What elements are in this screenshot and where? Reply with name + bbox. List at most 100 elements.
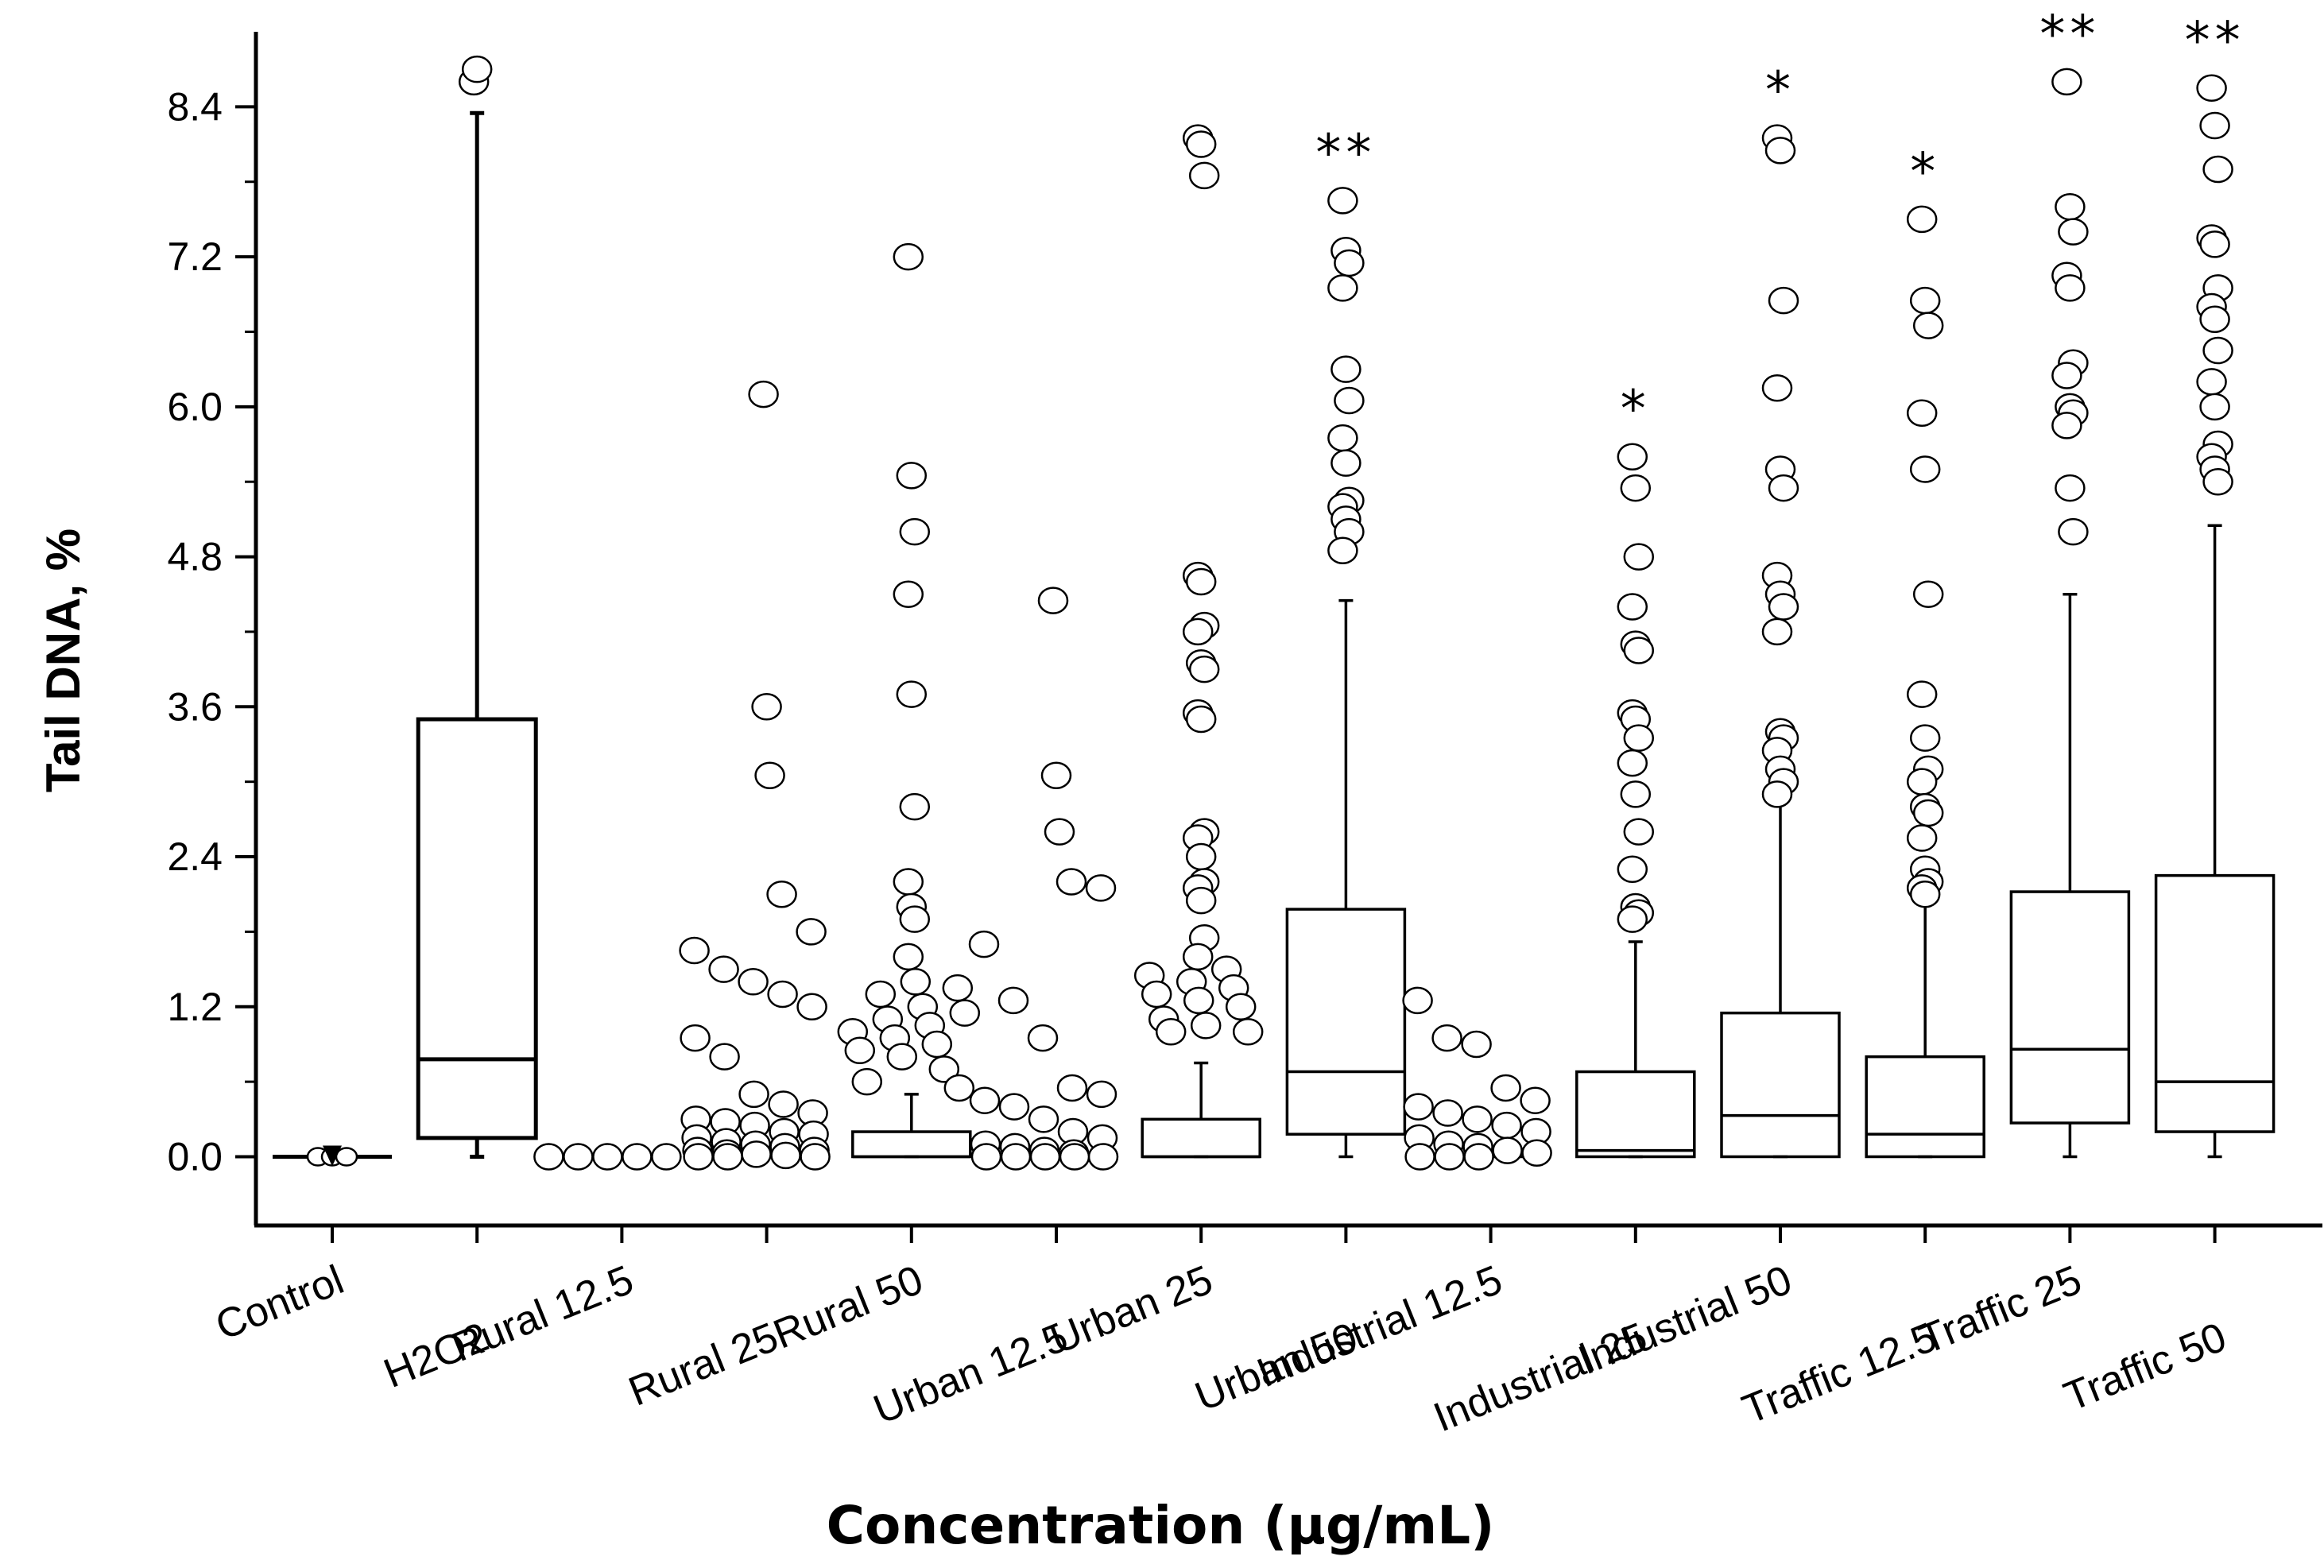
significance-marker: ** — [2185, 12, 2245, 71]
significance-marker: ** — [1315, 124, 1376, 183]
outlier-point — [796, 993, 827, 1021]
y-tick-label: 3.6 — [167, 684, 223, 729]
outlier-point — [1491, 1111, 1522, 1140]
box-iqr-rect — [1575, 1070, 1696, 1159]
outlier-point — [1086, 1080, 1117, 1109]
outlier-point — [1906, 680, 1938, 708]
outlier-point — [1044, 818, 1075, 846]
outlier-point — [2199, 111, 2230, 140]
outlier-point — [709, 1043, 740, 1070]
outlier-point — [2199, 393, 2230, 421]
outlier-point — [592, 1143, 623, 1171]
outlier-point — [2202, 467, 2233, 496]
outlier-point — [1028, 1105, 1059, 1133]
outlier-point — [1623, 543, 1655, 571]
box-iqr-rect — [1865, 1055, 1985, 1159]
outlier-point — [1906, 205, 1938, 234]
x-category-label: Traffic 12.5 — [1736, 1314, 1942, 1433]
box-iqr-rect — [2154, 873, 2276, 1133]
x-category-label: Urban 12.5 — [867, 1314, 1074, 1433]
outlier-point — [712, 1143, 743, 1171]
significance-marker: * — [1910, 143, 1940, 202]
outlier-point — [2051, 362, 2082, 389]
outlier-point — [893, 868, 924, 896]
outlier-point — [754, 761, 785, 790]
outlier-point — [1327, 274, 1358, 302]
outlier-point — [1912, 312, 1944, 339]
outlier-point — [651, 1143, 682, 1171]
outlier-point — [1617, 905, 1648, 933]
outlier-point — [1462, 1105, 1493, 1133]
outlier-point — [1520, 1086, 1551, 1114]
control-marker — [323, 1145, 342, 1167]
outlier-point — [2196, 74, 2227, 103]
outlier-point — [2202, 155, 2233, 184]
outlier-point — [949, 999, 981, 1027]
outlier-point — [865, 980, 897, 1009]
outlier-point — [1431, 1024, 1462, 1052]
outlier-point — [1027, 1024, 1059, 1052]
outlier-point — [1225, 993, 1257, 1021]
outlier-point — [851, 1067, 883, 1096]
outlier-point — [1909, 286, 1941, 315]
outlier-point — [1000, 1143, 1032, 1171]
outlier-point — [1029, 1143, 1061, 1171]
outlier-point — [1768, 286, 1799, 315]
outlier-point — [1056, 1074, 1088, 1102]
outlier-point — [1182, 943, 1214, 971]
outlier-point — [1330, 355, 1361, 383]
outlier-point — [768, 1090, 799, 1118]
outlier-point — [970, 1143, 1002, 1171]
outlier-point — [1909, 724, 1941, 752]
outlier-point — [1190, 1012, 1222, 1040]
outlier-point — [738, 1080, 769, 1109]
outlier-point — [1141, 980, 1172, 1009]
outlier-point — [1620, 780, 1652, 808]
outlier-point — [1055, 868, 1087, 896]
outlier-point — [1040, 761, 1072, 790]
outlier-point — [2202, 336, 2233, 365]
outlier-point — [2055, 274, 2086, 302]
outlier-point — [928, 1055, 960, 1083]
y-axis-title: Tail DNA, % — [37, 528, 90, 792]
outlier-point — [461, 55, 493, 83]
outlier-point — [738, 968, 769, 996]
x-category-label: Industrial 50 — [1572, 1256, 1798, 1384]
outlier-point — [900, 968, 932, 996]
outlier-point — [1764, 137, 1796, 165]
outlier-point — [1327, 536, 1358, 564]
outlier-points — [306, 55, 2233, 1171]
outlier-point — [1327, 424, 1358, 452]
outlier-point — [1623, 637, 1655, 664]
y-tick-label: 7.2 — [167, 234, 223, 279]
outlier-point — [1617, 443, 1648, 470]
box-iqr-rect — [1141, 1117, 1261, 1159]
outlier-point — [680, 1024, 711, 1052]
outlier-point — [2051, 412, 2082, 439]
outlier-point — [997, 986, 1029, 1015]
outlier-point — [886, 1043, 918, 1070]
significance-marker: * — [1621, 381, 1651, 439]
significance-marker: * — [1765, 62, 1795, 121]
outlier-point — [1087, 1143, 1119, 1171]
outlier-point — [800, 1143, 831, 1171]
significance-marker: ** — [2039, 6, 2100, 64]
outlier-point — [1623, 724, 1655, 752]
outlier-point — [943, 1074, 975, 1102]
box-iqr-rect — [1285, 908, 1407, 1136]
y-tick-label: 0.0 — [167, 1134, 223, 1179]
y-tick-label: 8.4 — [167, 84, 223, 129]
x-axis-title: Concentration (µg/mL) — [827, 1495, 1495, 1556]
outlier-point — [766, 880, 797, 908]
outlier-point — [1334, 386, 1365, 415]
outlier-point — [1185, 842, 1217, 871]
outlier-point — [1906, 768, 1938, 796]
outlier-point — [998, 1093, 1030, 1121]
significance-markers: ******* ** — [1315, 6, 2245, 439]
outlier-point — [1463, 1143, 1494, 1171]
outlier-point — [1182, 618, 1214, 646]
outlier-point — [1761, 780, 1793, 808]
outlier-point — [1912, 580, 1944, 608]
